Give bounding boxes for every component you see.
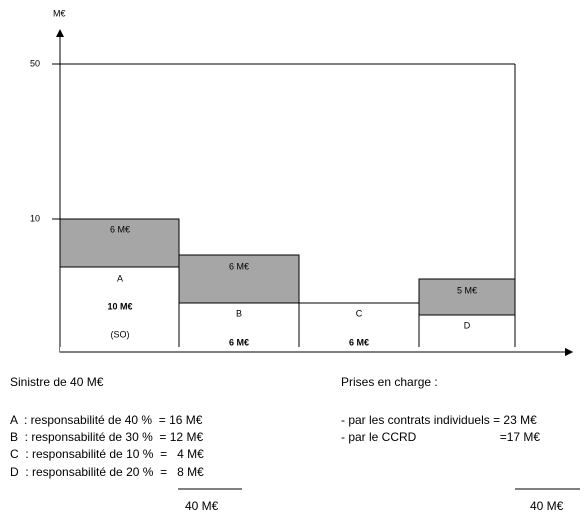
upper-label: 5 M€	[457, 285, 477, 295]
clip-band	[60, 347, 520, 359]
left-line: B : responsabilité de 30 % = 12 M€	[10, 430, 203, 444]
left-line: D : responsabilité de 20 % = 8 M€	[10, 465, 204, 479]
left-title: Sinistre de 40 M€	[10, 375, 104, 389]
left-line: A : responsabilité de 40 % = 16 M€	[10, 413, 203, 427]
right-total: 40 M€	[530, 499, 564, 513]
letter: D	[464, 320, 471, 330]
box-upper	[418, 278, 516, 316]
right-line: - par le CCRD =17 M€	[341, 430, 540, 444]
box-upper	[59, 218, 180, 268]
letter: C	[356, 308, 363, 318]
letter: B	[236, 308, 242, 318]
amount: 6 M€	[349, 337, 369, 347]
letter: A	[117, 273, 123, 283]
upper-label: 6 M€	[110, 224, 130, 234]
tick-label: 10	[30, 213, 40, 223]
right-line: - par les contrats individuels = 23 M€	[341, 413, 537, 427]
boxes	[59, 218, 516, 353]
axis-unit: M€	[53, 8, 66, 18]
tick-label: 50	[30, 58, 40, 68]
upper-label: 6 M€	[229, 261, 249, 271]
left-line: C : responsabilité de 10 % = 4 M€	[10, 447, 204, 461]
note: (SO)	[111, 329, 130, 339]
amount: 10 M€	[107, 301, 132, 311]
box-lower	[178, 302, 300, 353]
left-total: 40 M€	[185, 499, 219, 513]
amount: 6 M€	[229, 337, 249, 347]
box-lower	[59, 266, 180, 353]
box-labels: 6 M€ A 10 M€ (SO) 6 M€ B 6 M€ C 6 M€ 5 M…	[107, 224, 477, 347]
box-upper	[178, 254, 300, 304]
right-title: Prises en charge :	[341, 375, 438, 389]
